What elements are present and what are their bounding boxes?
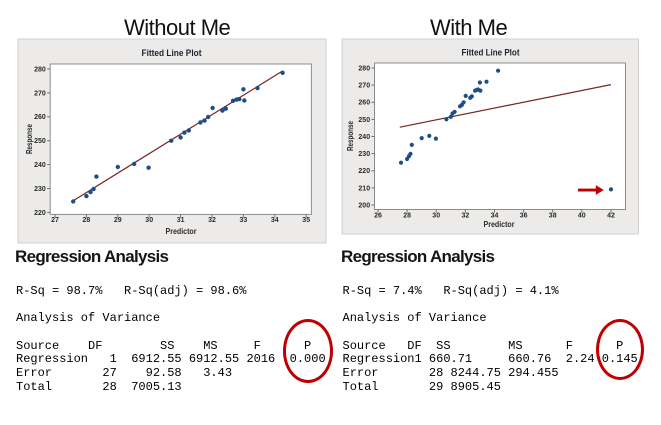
svg-text:250: 250 bbox=[34, 138, 46, 145]
svg-text:27: 27 bbox=[51, 217, 59, 224]
svg-text:Predictor: Predictor bbox=[166, 227, 197, 236]
svg-text:28: 28 bbox=[403, 213, 411, 220]
svg-text:42: 42 bbox=[607, 213, 615, 220]
svg-text:270: 270 bbox=[358, 83, 370, 90]
svg-text:30: 30 bbox=[432, 213, 440, 220]
svg-text:Fitted Line Plot: Fitted Line Plot bbox=[142, 48, 203, 59]
svg-text:26: 26 bbox=[374, 213, 382, 220]
svg-text:Response: Response bbox=[346, 121, 355, 151]
svg-text:Fitted Line Plot: Fitted Line Plot bbox=[462, 48, 521, 59]
svg-text:28: 28 bbox=[83, 217, 91, 224]
svg-text:31: 31 bbox=[177, 217, 185, 224]
svg-text:29: 29 bbox=[114, 217, 122, 224]
svg-text:36: 36 bbox=[520, 213, 528, 220]
svg-text:230: 230 bbox=[34, 186, 46, 193]
svg-text:270: 270 bbox=[34, 90, 46, 97]
svg-text:260: 260 bbox=[358, 100, 370, 107]
svg-text:210: 210 bbox=[358, 185, 370, 192]
svg-text:Predictor: Predictor bbox=[484, 220, 515, 229]
svg-text:240: 240 bbox=[34, 162, 46, 169]
svg-text:230: 230 bbox=[358, 151, 370, 158]
svg-text:280: 280 bbox=[358, 65, 370, 72]
svg-text:200: 200 bbox=[358, 202, 370, 209]
svg-text:32: 32 bbox=[208, 217, 216, 224]
svg-text:250: 250 bbox=[358, 117, 370, 124]
svg-text:280: 280 bbox=[34, 66, 46, 73]
svg-text:240: 240 bbox=[358, 134, 370, 141]
svg-text:Response: Response bbox=[25, 124, 34, 154]
svg-text:30: 30 bbox=[145, 217, 153, 224]
svg-text:32: 32 bbox=[462, 213, 470, 220]
svg-text:33: 33 bbox=[240, 217, 248, 224]
svg-text:34: 34 bbox=[491, 213, 499, 220]
svg-text:38: 38 bbox=[549, 213, 557, 220]
svg-text:34: 34 bbox=[271, 217, 279, 224]
svg-text:40: 40 bbox=[578, 213, 586, 220]
svg-text:220: 220 bbox=[34, 210, 46, 217]
svg-text:35: 35 bbox=[302, 217, 310, 224]
svg-text:260: 260 bbox=[34, 114, 46, 121]
svg-text:220: 220 bbox=[358, 168, 370, 175]
